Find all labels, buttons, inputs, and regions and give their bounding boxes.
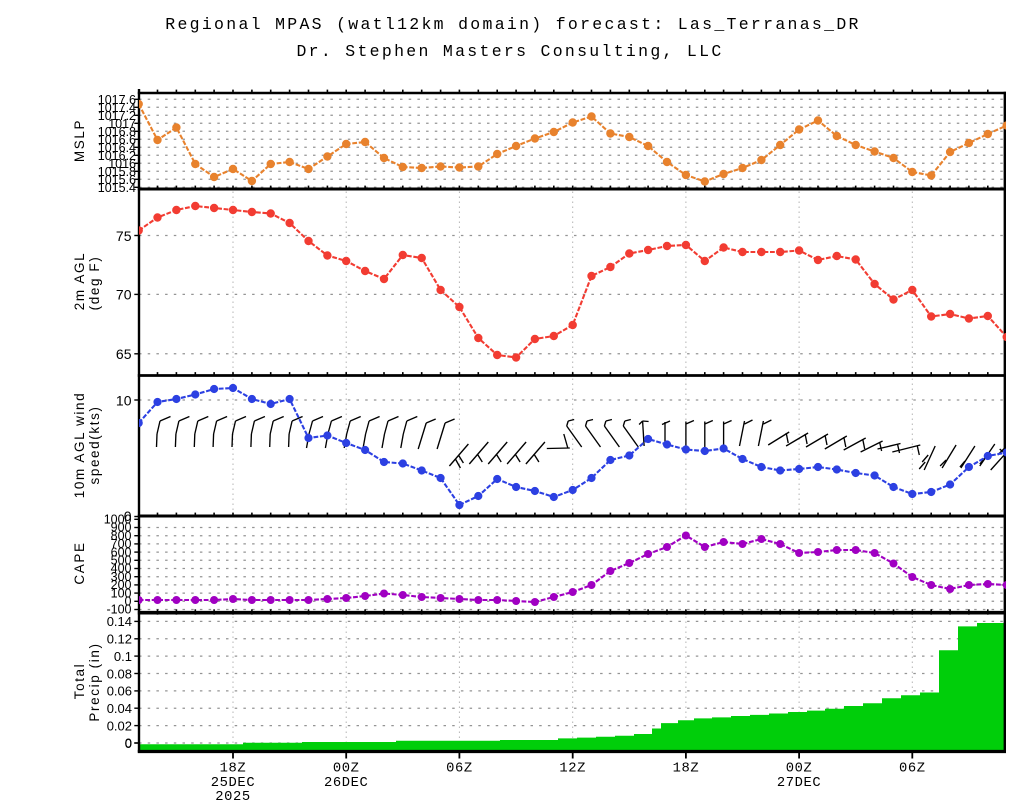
svg-text:0.08: 0.08 [107, 666, 132, 681]
svg-text:2025: 2025 [215, 790, 251, 800]
svg-text:12Z: 12Z [559, 762, 586, 777]
svg-text:1017.6: 1017.6 [98, 93, 136, 107]
svg-text:70: 70 [116, 287, 132, 303]
svg-text:1017.2: 1017.2 [98, 109, 136, 123]
svg-text:0: 0 [125, 736, 132, 751]
svg-text:MSLP: MSLP [72, 119, 87, 162]
svg-text:10: 10 [116, 392, 132, 408]
svg-text:0.06: 0.06 [107, 684, 132, 699]
svg-text:75: 75 [116, 228, 132, 244]
svg-text:0.04: 0.04 [107, 701, 132, 716]
svg-text:65: 65 [116, 346, 132, 362]
svg-text:1000: 1000 [104, 513, 132, 527]
svg-text:06Z: 06Z [446, 762, 473, 777]
svg-text:speed(kts): speed(kts) [87, 405, 102, 484]
svg-text:800: 800 [111, 529, 132, 543]
svg-text:Precip (in): Precip (in) [87, 642, 102, 721]
svg-text:25DEC: 25DEC [211, 776, 255, 791]
svg-text:1017.4: 1017.4 [98, 101, 136, 115]
svg-text:1017: 1017 [108, 117, 136, 131]
svg-text:18Z: 18Z [673, 762, 700, 777]
svg-text:900: 900 [111, 521, 132, 535]
svg-text:0.12: 0.12 [107, 632, 132, 647]
svg-text:1015.4: 1015.4 [98, 181, 136, 195]
svg-text:Total: Total [72, 663, 87, 700]
svg-text:400: 400 [111, 562, 132, 576]
svg-text:0.02: 0.02 [107, 718, 132, 733]
svg-text:00Z: 00Z [333, 762, 360, 777]
svg-text:CAPE: CAPE [72, 541, 87, 584]
svg-text:(deg F): (deg F) [87, 256, 102, 311]
svg-text:26DEC: 26DEC [324, 776, 368, 791]
svg-text:Dr. Stephen Masters Consulting: Dr. Stephen Masters Consulting, LLC [296, 42, 723, 61]
svg-text:0.1: 0.1 [114, 649, 132, 664]
svg-text:100: 100 [111, 586, 132, 600]
svg-text:10m AGL wind: 10m AGL wind [72, 392, 87, 499]
svg-text:18Z: 18Z [220, 762, 247, 777]
svg-text:Regional MPAS (watl12km domain: Regional MPAS (watl12km domain) forecast… [165, 15, 861, 34]
svg-text:-100: -100 [106, 603, 131, 617]
svg-text:500: 500 [111, 554, 132, 568]
svg-text:200: 200 [111, 578, 132, 592]
svg-text:1016: 1016 [108, 157, 136, 171]
svg-text:1016.6: 1016.6 [98, 133, 136, 147]
svg-text:27DEC: 27DEC [777, 776, 821, 791]
svg-text:700: 700 [111, 537, 132, 551]
svg-text:1015.6: 1015.6 [98, 173, 136, 187]
svg-text:1016.8: 1016.8 [98, 125, 136, 139]
svg-text:2m AGL: 2m AGL [72, 252, 87, 310]
svg-text:1015.8: 1015.8 [98, 165, 136, 179]
svg-text:1016.4: 1016.4 [98, 141, 136, 155]
svg-text:600: 600 [111, 545, 132, 559]
svg-text:0: 0 [125, 736, 132, 751]
svg-text:1016.2: 1016.2 [98, 149, 136, 163]
svg-text:0: 0 [125, 595, 132, 609]
svg-text:00Z: 00Z [786, 762, 813, 777]
svg-text:0.14: 0.14 [107, 614, 132, 629]
svg-text:06Z: 06Z [899, 762, 926, 777]
svg-text:300: 300 [111, 570, 132, 584]
svg-text:0: 0 [124, 508, 132, 524]
